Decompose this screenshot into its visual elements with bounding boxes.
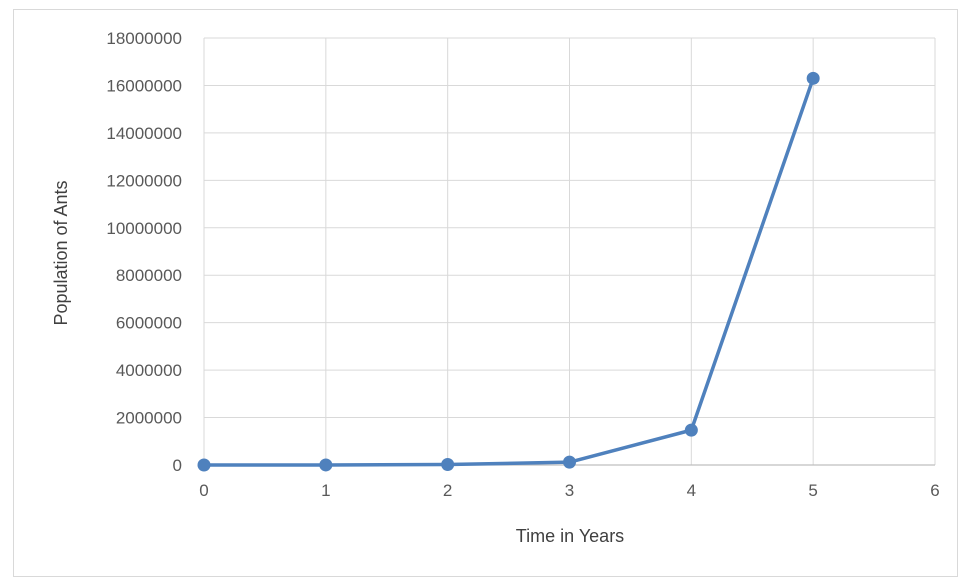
x-tick-label: 3 [565, 481, 574, 500]
series-line [203, 77, 815, 467]
y-tick-labels: 0 2000000 4000000 6000000 8000000 10000000 120… [106, 29, 182, 475]
y-tick-label: 16000000 [106, 76, 182, 95]
x-tick-label: 4 [687, 481, 696, 500]
chart-area [13, 9, 958, 577]
gridlines [203, 37, 936, 465]
x-tick-label: 1 [321, 481, 330, 500]
x-axis-title: Time in Years [516, 526, 624, 546]
y-tick-label: 18000000 [106, 29, 182, 48]
y-axis-title: Population of Ants [51, 180, 71, 325]
x-tick-label: 6 [930, 481, 939, 500]
y-tick-label: 8000000 [116, 266, 182, 285]
data-point [684, 423, 698, 437]
data-point [197, 458, 211, 472]
y-tick-label: 2000000 [116, 409, 182, 428]
y-tick-label: 14000000 [106, 124, 182, 143]
y-tick-label: 0 [173, 456, 182, 475]
x-tick-labels: 0 1 2 3 4 5 6 [199, 481, 939, 500]
y-tick-label: 12000000 [106, 171, 182, 190]
y-tick-label: 10000000 [106, 219, 182, 238]
y-tick-label: 6000000 [116, 314, 182, 333]
x-tick-label: 0 [199, 481, 208, 500]
series [197, 71, 820, 472]
data-point [563, 455, 576, 469]
data-point [806, 71, 820, 85]
x-tick-label: 5 [808, 481, 817, 500]
data-point [441, 458, 455, 472]
y-tick-label: 4000000 [116, 361, 182, 380]
data-point [319, 458, 333, 472]
x-tick-label: 2 [443, 481, 452, 500]
